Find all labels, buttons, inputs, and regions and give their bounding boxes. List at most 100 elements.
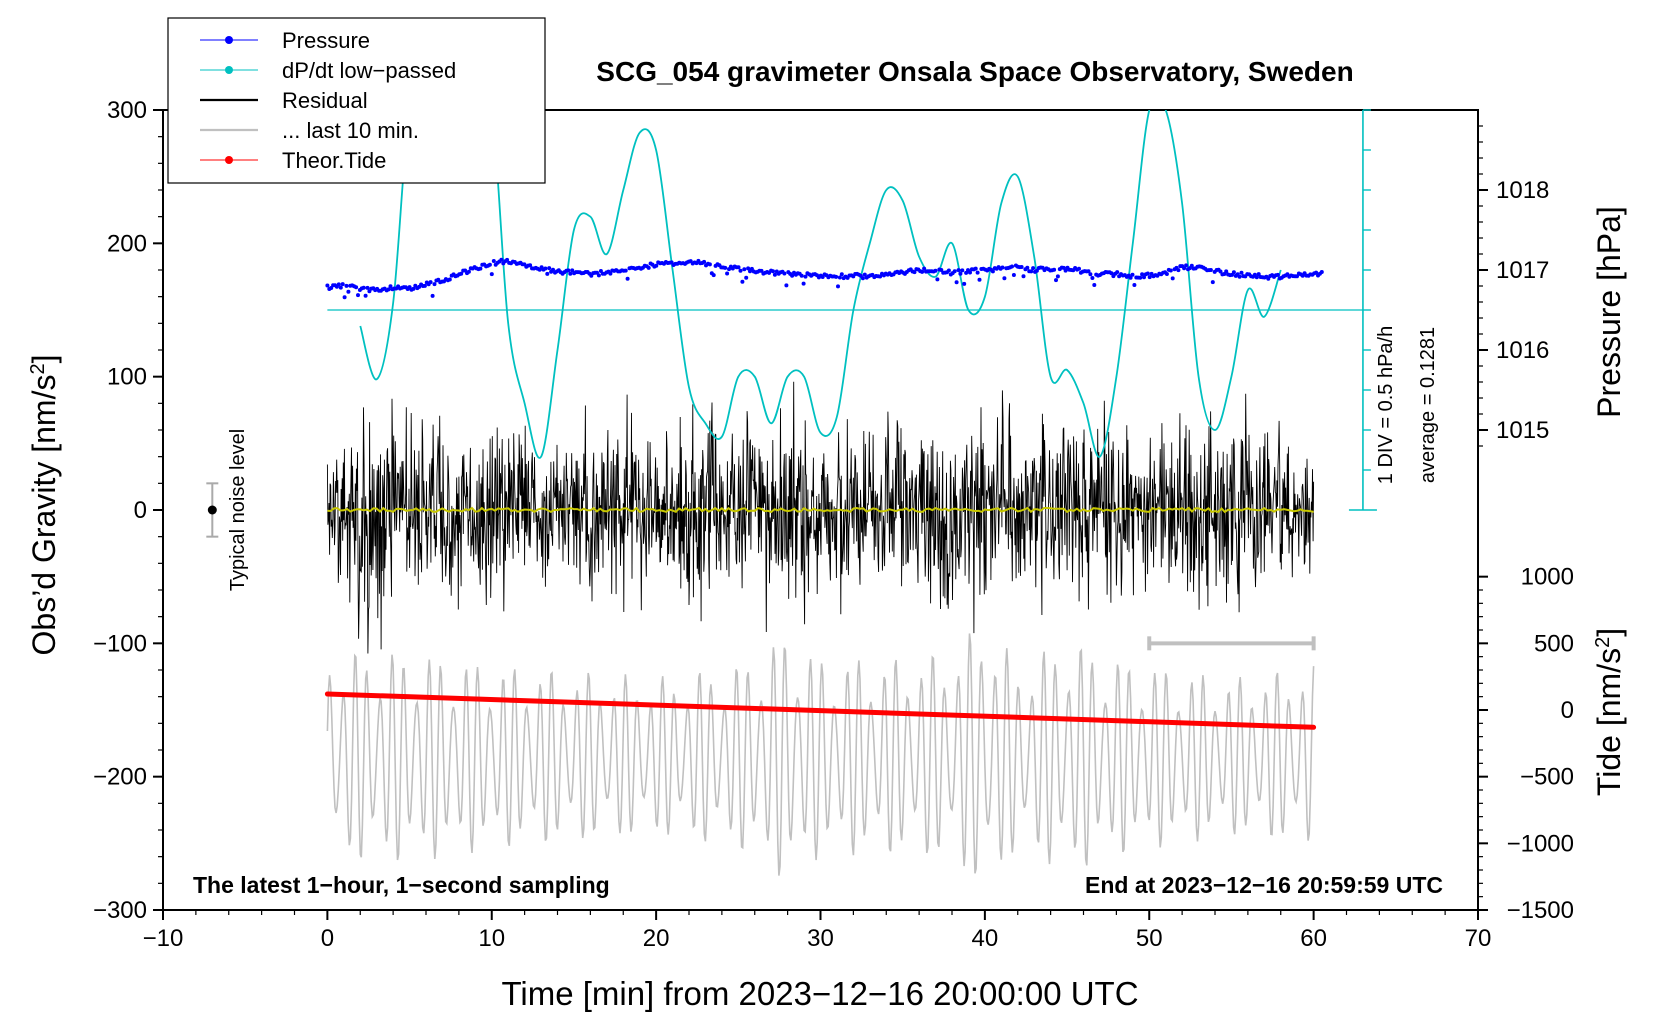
pressure-point (489, 272, 494, 277)
pressure-point (801, 281, 806, 286)
pressure-point (487, 262, 492, 267)
pressure-point (336, 282, 341, 287)
y-axis-label-tide-main: Tide [nm/s (1591, 648, 1627, 796)
y-axis-label-tide-sup: 2 (1592, 637, 1614, 648)
pressure-point (1145, 271, 1150, 276)
pressure-point (1208, 268, 1213, 272)
pressure-point (1088, 272, 1093, 277)
pressure-point (459, 271, 464, 276)
pressure-point (1184, 263, 1189, 268)
pressure-point (834, 274, 839, 279)
tide-tick-label: 500 (1534, 630, 1574, 657)
pressure-point (1019, 265, 1024, 269)
pressure-point (784, 283, 789, 288)
pressure-point (1210, 280, 1215, 285)
y-axis-label-left-sup: 2 (27, 363, 49, 374)
pressure-point (1231, 270, 1236, 275)
pressure-point (738, 268, 743, 273)
pressure-point (1052, 267, 1057, 272)
tide-tick-label: 0 (1561, 697, 1574, 724)
pressure-point (344, 283, 349, 288)
pressure-point (543, 266, 548, 271)
pressure-point (771, 269, 775, 274)
pressure-point (862, 272, 867, 277)
pressure-point (956, 268, 961, 273)
pressure-point (1142, 275, 1146, 280)
legend-label: Pressure (282, 28, 370, 53)
pressure-point (790, 273, 795, 278)
pressure-point (1189, 263, 1194, 268)
tide-tick-label: −1000 (1507, 830, 1574, 857)
pressure-tick-label: 1015 (1496, 417, 1549, 444)
pressure-point (952, 269, 957, 274)
pressure-point (977, 277, 982, 282)
pressure-point (839, 272, 844, 277)
pressure-point (836, 284, 840, 289)
pressure-point (946, 268, 951, 273)
legend-label: dP/dt low−passed (282, 58, 456, 83)
pressure-point (1164, 272, 1169, 276)
y-tick-label: −200 (93, 764, 147, 791)
pressure-point (1086, 269, 1091, 274)
pressure-point (954, 280, 959, 285)
pressure-point (1002, 276, 1007, 281)
pressure-point (772, 272, 777, 277)
pressure-point (711, 273, 716, 278)
pressure-point (939, 268, 944, 272)
pressure-point (742, 267, 747, 272)
pressure-point (723, 265, 728, 270)
pressure-tick-label: 1017 (1496, 257, 1549, 284)
pressure-point (361, 285, 366, 290)
pressure-point (646, 265, 651, 270)
pressure-point (499, 257, 504, 262)
pressure-point (478, 266, 483, 271)
pressure-point (1000, 265, 1005, 270)
pressure-point (422, 283, 427, 288)
series-last10-line (326, 633, 1315, 876)
pressure-point (1224, 269, 1229, 274)
pressure-point (1138, 275, 1143, 280)
series-residual-group (326, 381, 1315, 654)
legend-label: Theor.Tide (282, 148, 386, 173)
pressure-point (1314, 270, 1319, 275)
legend-swatch-dot (225, 36, 233, 44)
noise-point (207, 505, 217, 515)
x-axis-label: Time [min] from 2023−12−16 20:00:00 UTC (501, 975, 1138, 1012)
x-tick-label: 30 (807, 925, 834, 952)
pressure-point (1130, 272, 1135, 277)
y-tick-label: −100 (93, 630, 147, 657)
series-pressure-group (325, 257, 1324, 300)
series-dpdt-group (359, 110, 1282, 459)
pressure-point (338, 285, 343, 290)
pressure-point (528, 263, 533, 268)
y-axis-label-left: Obs’d Gravity [nm/s2] (26, 355, 62, 656)
pressure-point (354, 285, 359, 290)
pressure-point (342, 295, 347, 300)
pressure-point (466, 269, 471, 274)
pressure-point (625, 276, 630, 281)
pressure-point (1182, 266, 1187, 271)
pressure-point (1275, 272, 1280, 277)
pressure-point (1034, 268, 1039, 273)
legend-entries: Pressure dP/dt low−passed Residual ... last… (200, 28, 456, 173)
pressure-point (1025, 265, 1030, 270)
pressure-point (707, 262, 712, 267)
series-residual-lowpass-line (327, 506, 1314, 514)
pressure-point (1168, 268, 1173, 273)
pressure-point (547, 266, 552, 271)
pressure-point (598, 269, 603, 273)
pressure-point (1170, 276, 1175, 281)
pressure-point (1128, 275, 1133, 280)
pressure-point (860, 276, 865, 281)
pressure-point (447, 277, 452, 282)
pressure-point (363, 293, 368, 298)
y-axis-label-tide-end: ] (1591, 628, 1627, 637)
x-tick-label: −10 (143, 925, 184, 952)
pressure-point (975, 270, 980, 275)
y-tick-label: 100 (107, 364, 147, 391)
legend-label: Residual (282, 88, 368, 113)
pressure-point (1319, 270, 1324, 274)
caption-sampling: The latest 1−hour, 1−second sampling (193, 872, 610, 898)
caption-end-time: End at 2023−12−16 20:59:59 UTC (1085, 872, 1443, 898)
